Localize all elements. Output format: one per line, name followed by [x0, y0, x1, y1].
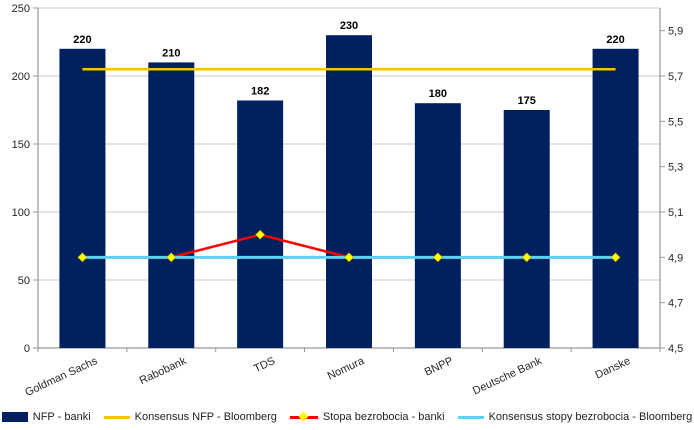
right-tick-label: 4,9	[668, 252, 683, 264]
legend-item-nfp-banki: NFP - banki	[1, 411, 91, 423]
bar-data-label: 220	[606, 34, 624, 46]
bar	[503, 110, 550, 348]
right-tick-label: 5,5	[668, 116, 683, 128]
plot-area: 0 50 100 150 200 250 4,5 4,7 4,9 5,1 5,3 5,5 5,7 5,9 2…	[12, 3, 684, 355]
right-tick-label: 5,9	[668, 26, 683, 38]
bar-data-label: 182	[251, 85, 269, 97]
diamond-marker-icon	[166, 252, 177, 263]
bar	[148, 62, 195, 349]
bar-data-label: 230	[340, 20, 358, 32]
diamond-marker-icon	[255, 229, 266, 240]
right-tick-label: 5,3	[668, 162, 683, 174]
right-tick-label: 5,7	[668, 71, 683, 83]
diamond-marker-icon	[521, 252, 532, 263]
bar-data-label: 220	[73, 34, 91, 46]
legend-label: NFP - banki	[32, 411, 91, 423]
legend-label: Konsensus stopy bezrobocia - Bloomberg	[488, 411, 693, 423]
bar	[237, 100, 284, 348]
right-tick-label: 4,5	[668, 343, 683, 355]
diamond-marker-icon	[298, 411, 309, 421]
legend-item-stopa-bezrobocia: Stopa bezrobocia - banki	[289, 411, 445, 423]
legend-label: Konsensus NFP - Bloomberg	[134, 411, 277, 423]
diamond-marker-icon	[77, 252, 88, 263]
bar	[326, 35, 372, 348]
bar-data-label: 210	[162, 47, 180, 59]
bar-data-label: 175	[518, 95, 536, 107]
bar	[414, 103, 461, 348]
legend-label: Stopa bezrobocia - banki	[322, 411, 445, 423]
left-tick-label: 0	[24, 343, 30, 355]
bar-swatch-icon	[1, 412, 28, 422]
left-tick-label: 150	[12, 139, 30, 151]
line-marker-swatch-icon	[289, 411, 318, 421]
left-tick-label: 200	[12, 71, 30, 83]
left-tick-label: 50	[18, 275, 30, 287]
diamond-marker-icon	[344, 252, 354, 263]
bar	[59, 48, 106, 349]
bar-data-label: 180	[429, 88, 447, 100]
legend-item-konsensus-stopy: Konsensus stopy bezrobocia - Bloomberg	[457, 411, 693, 423]
diamond-marker-icon	[432, 252, 443, 263]
right-tick-label: 5,1	[668, 207, 683, 219]
legend-item-konsensus-nfp: Konsensus NFP - Bloomberg	[103, 411, 277, 423]
diamond-marker-icon	[610, 252, 621, 263]
legend: NFP - banki Konsensus NFP - Bloomberg St…	[0, 405, 694, 429]
bar	[592, 48, 639, 349]
right-tick-label: 4,7	[668, 298, 683, 310]
line-swatch-icon	[457, 415, 484, 419]
left-tick-label: 250	[12, 3, 30, 15]
line-swatch-icon	[103, 415, 130, 419]
left-tick-label: 100	[12, 207, 30, 219]
